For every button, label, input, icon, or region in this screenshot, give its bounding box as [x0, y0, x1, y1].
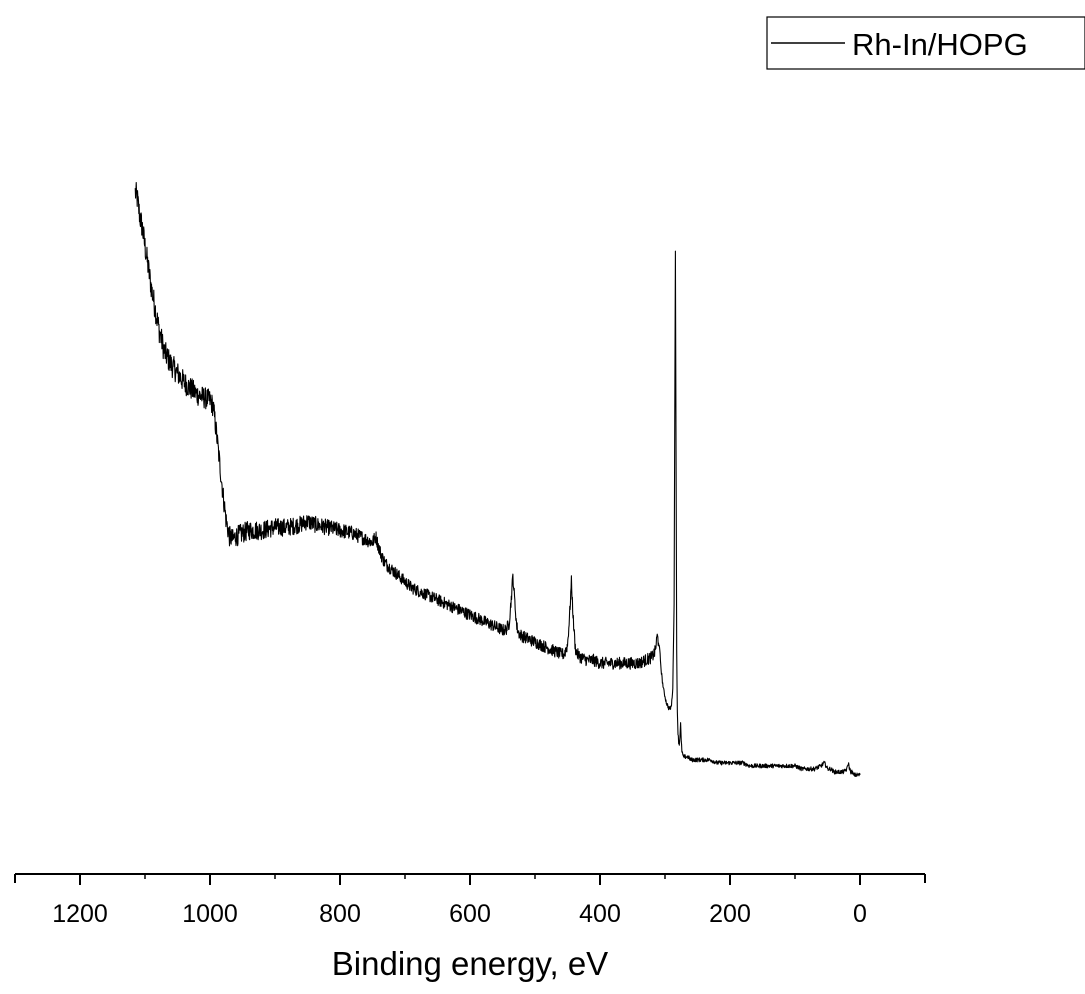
x-tick-label: 600 — [449, 900, 491, 928]
series-line-rh-in-hopg — [134, 181, 861, 777]
x-tick-label: 0 — [853, 900, 867, 928]
x-tick-label: 1000 — [182, 900, 238, 928]
x-tick-label: 200 — [709, 900, 751, 928]
x-axis: 1200 1000 800 600 400 200 0 — [14, 873, 926, 928]
legend: Rh-In/HOPG — [766, 16, 1085, 70]
plot-area — [134, 181, 861, 777]
x-tick-label: 800 — [319, 900, 361, 928]
x-tick-label: 400 — [579, 900, 621, 928]
x-axis-title: Binding energy, eV — [332, 945, 608, 982]
x-tick-label: 1200 — [52, 900, 108, 928]
legend-label: Rh-In/HOPG — [852, 27, 1028, 62]
